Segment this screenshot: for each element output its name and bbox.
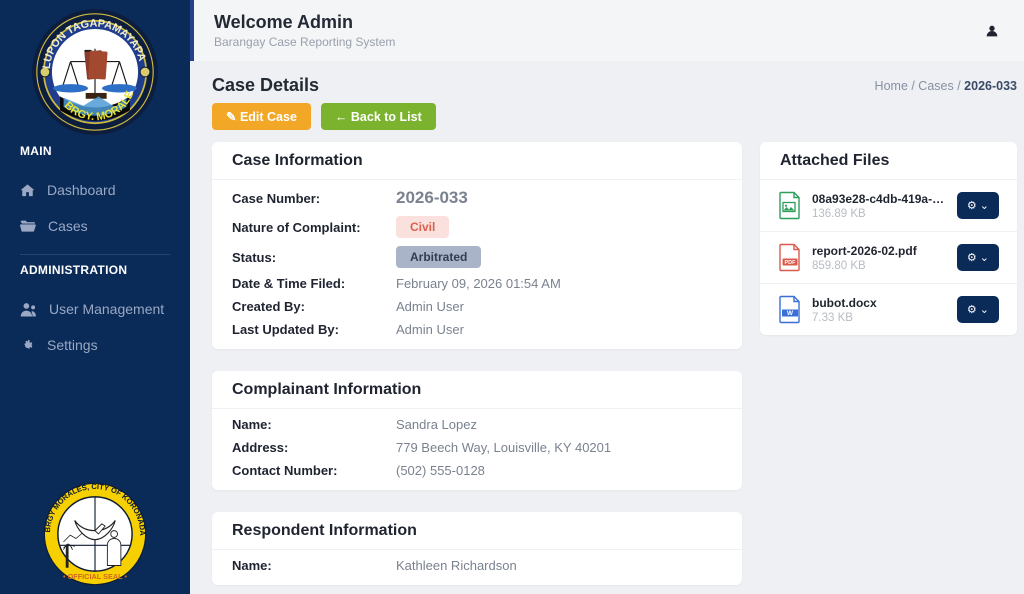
svg-text:W: W	[787, 310, 794, 317]
svg-text:• OFFICIAL SEAL •: • OFFICIAL SEAL •	[63, 572, 127, 581]
svg-text:PDF: PDF	[785, 260, 797, 266]
